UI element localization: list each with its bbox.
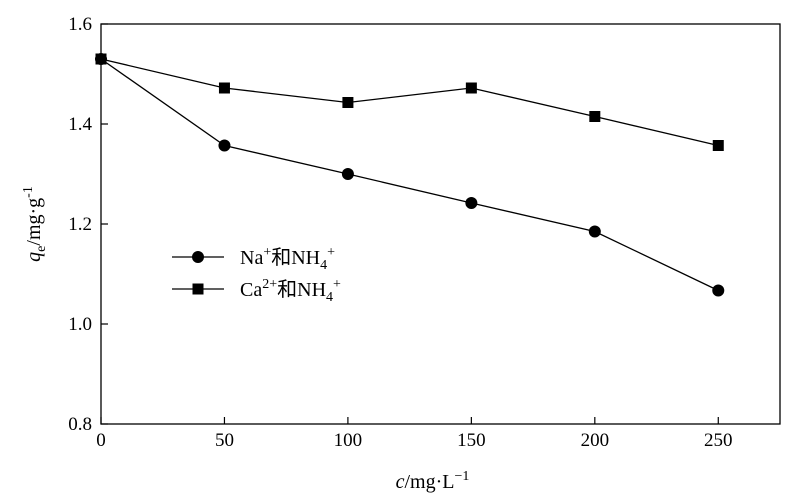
- series-2-point: [95, 53, 107, 65]
- series-2-point: [218, 82, 230, 94]
- series-1-point: [712, 284, 725, 297]
- series-2-point: [465, 82, 477, 94]
- x-tick-label: 0: [96, 430, 106, 451]
- x-tick-label: 100: [334, 430, 363, 451]
- legend-label-2: Ca2+和NH4+: [240, 277, 341, 305]
- series-1-point: [218, 139, 231, 152]
- series-2-point: [712, 140, 724, 151]
- y-tick-label: 1.0: [68, 314, 92, 335]
- series-1-point: [341, 168, 354, 180]
- x-tick-label: 50: [215, 430, 234, 451]
- series-line-2: [100, 58, 719, 147]
- plot-frame: [100, 23, 781, 425]
- series-line-1: [100, 58, 719, 292]
- legend-marker-2: [192, 283, 204, 295]
- x-tick-label: 200: [581, 430, 610, 451]
- x-tick-label: 150: [457, 430, 486, 451]
- series-2-point: [342, 97, 354, 108]
- x-tick-label: 250: [704, 430, 733, 451]
- y-tick-label: 0.8: [68, 414, 92, 435]
- y-tick-label: 1.6: [68, 14, 92, 35]
- legend-marker-1: [192, 251, 204, 263]
- y-axis-title: qe/mg·g-1: [21, 186, 49, 262]
- legend-label-1: Na+和NH4+: [240, 245, 335, 273]
- series-2-point: [589, 111, 601, 122]
- y-tick-label: 1.2: [68, 214, 92, 235]
- y-tick-label: 1.4: [68, 114, 92, 135]
- series-1-point: [465, 197, 478, 209]
- x-axis-title: c/mg·L−1: [396, 469, 470, 493]
- series-1-point: [588, 225, 601, 238]
